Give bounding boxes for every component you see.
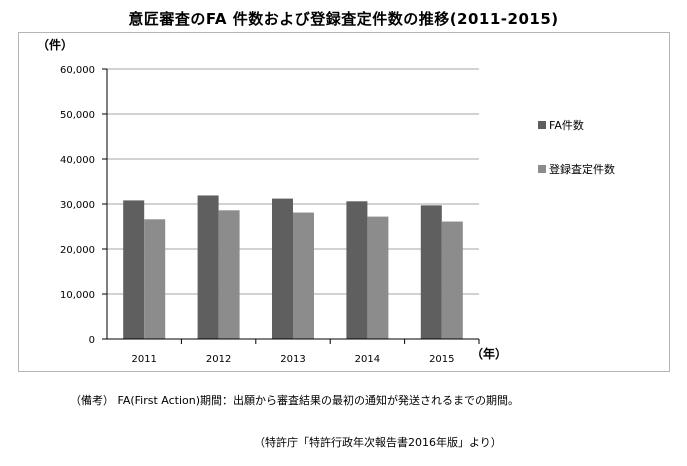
bar-registration xyxy=(441,221,463,339)
legend-label-fa: FA件数 xyxy=(549,119,584,132)
bar-fa xyxy=(197,195,219,339)
bar-chart: 0 10,000 20,000 30,000 40,000 50,000 60,000 201… xyxy=(37,37,615,365)
y-tick-label: 50,000 xyxy=(60,110,95,121)
bar-registration xyxy=(144,219,166,339)
source-citation: （特許庁「特許行政年次報告書2016年版」より） xyxy=(254,436,502,449)
bar-fa xyxy=(346,201,368,339)
footnote-remark: （備考） FA(First Action)期間：出願から審査結果の最初の通知が発… xyxy=(70,394,520,407)
bar-fa xyxy=(123,200,145,339)
x-tick-label: 2012 xyxy=(206,354,231,365)
bar-registration xyxy=(293,212,314,339)
y-tick-label: 10,000 xyxy=(60,290,95,301)
legend-label-registration: 登録査定件数 xyxy=(549,162,615,176)
bar-fa xyxy=(272,198,293,339)
x-tick-label: 2011 xyxy=(131,354,156,365)
x-tick-label: 2013 xyxy=(280,354,305,365)
bar-registration xyxy=(367,216,389,339)
legend-swatch-fa xyxy=(538,121,546,129)
y-tick-label: 0 xyxy=(89,335,95,346)
legend-swatch-registration xyxy=(538,165,546,173)
y-tick-label: 40,000 xyxy=(60,155,95,166)
chart-frame: 0 10,000 20,000 30,000 40,000 50,000 60,000 201… xyxy=(18,32,670,372)
y-tick-label: 20,000 xyxy=(60,245,95,256)
y-tick-label: 30,000 xyxy=(60,200,95,211)
x-tick-label: 2015 xyxy=(429,354,454,365)
axes xyxy=(102,68,480,344)
x-axis-title: （年） xyxy=(471,346,507,361)
bar-registration xyxy=(218,210,240,339)
y-tick-label: 60,000 xyxy=(60,65,95,76)
labels: 0 10,000 20,000 30,000 40,000 50,000 60,000 201… xyxy=(37,37,507,365)
y-axis-title: （件） xyxy=(37,37,73,52)
bar-fa xyxy=(420,205,442,339)
bars xyxy=(123,195,463,339)
page-title: 意匠審査のFA 件数および登録査定件数の推移(2011-2015) xyxy=(128,10,559,28)
x-tick-label: 2014 xyxy=(355,354,380,365)
